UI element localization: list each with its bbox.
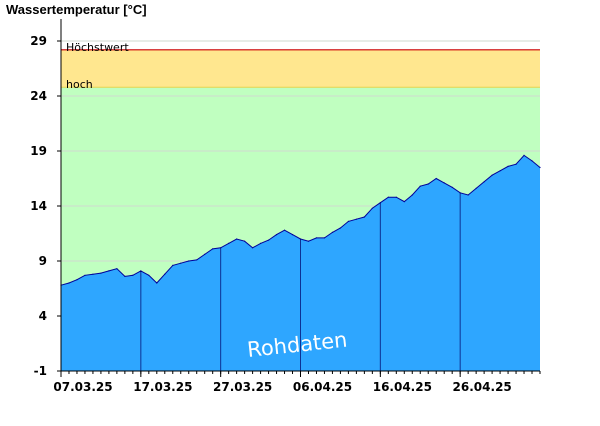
data-point (371, 207, 373, 209)
data-point (427, 183, 429, 185)
data-point (387, 196, 389, 198)
high-band (61, 49, 540, 88)
x-tick-label: 26.04.25 (453, 380, 512, 394)
data-point (363, 216, 365, 218)
plot-area (60, 19, 541, 372)
data-point (132, 274, 134, 276)
data-point (323, 237, 326, 239)
y-tick-label: 24 (30, 89, 47, 103)
data-point (411, 194, 413, 196)
y-tick-label: -1 (34, 364, 47, 378)
x-tick-label: 06.04.25 (293, 380, 352, 394)
data-point (180, 262, 182, 264)
data-point (259, 242, 262, 244)
y-tick-label: 9 (39, 254, 47, 268)
data-point (252, 247, 254, 249)
x-tick-label: 16.04.25 (373, 380, 432, 394)
data-point (124, 275, 126, 277)
y-tick-label: 29 (30, 34, 47, 48)
data-point (395, 196, 397, 198)
y-tick-label: 14 (30, 199, 47, 213)
data-point (339, 227, 342, 229)
data-point (100, 272, 102, 274)
data-point (355, 218, 357, 220)
high-band-label: hoch (66, 78, 93, 91)
data-point (483, 181, 485, 183)
data-point (84, 274, 86, 276)
data-point (315, 237, 318, 239)
data-point (435, 177, 437, 180)
data-point (116, 268, 118, 270)
top-band (61, 19, 540, 50)
data-point (92, 273, 94, 275)
data-point (108, 270, 110, 272)
data-point (212, 248, 214, 250)
data-point (403, 201, 405, 203)
data-point (275, 234, 278, 236)
max-value-label: Höchstwert (66, 41, 129, 54)
x-ticks: 07.03.25 17.03.25 27.03.25 06.04.25 16.04.25… (53, 371, 541, 394)
y-ticks: -1 4 9 14 19 24 29 (30, 34, 61, 378)
data-point (523, 154, 525, 156)
data-point (267, 239, 270, 241)
x-tick-label: 27.03.25 (213, 380, 272, 394)
data-point (491, 174, 493, 176)
data-point (347, 220, 349, 222)
data-point (443, 182, 445, 184)
data-point (204, 253, 206, 255)
x-tick-label: 07.03.25 (53, 380, 112, 394)
y-tick-label: 4 (39, 309, 47, 323)
data-point (475, 187, 477, 189)
data-point (68, 282, 70, 284)
y-tick-label: 19 (30, 144, 47, 158)
data-point (331, 231, 334, 233)
data-point (188, 260, 190, 262)
data-point (196, 259, 198, 261)
x-tick-label: 17.03.25 (133, 380, 192, 394)
y-axis-label: Wassertemperatur [°C] (6, 2, 147, 17)
data-point (531, 160, 533, 162)
data-point (172, 264, 174, 266)
data-point (148, 274, 150, 276)
data-point (419, 185, 421, 187)
data-point (307, 240, 310, 242)
data-point (507, 165, 509, 167)
data-point (244, 240, 246, 242)
data-point (515, 163, 517, 165)
data-point (76, 279, 78, 281)
data-point (467, 194, 469, 196)
data-point (228, 242, 230, 244)
data-point (236, 238, 238, 240)
data-point (451, 186, 453, 188)
data-point (499, 170, 501, 172)
data-point (164, 273, 166, 275)
data-point (156, 282, 158, 284)
data-point (291, 234, 294, 236)
data-point (539, 166, 541, 169)
data-point (283, 229, 286, 231)
